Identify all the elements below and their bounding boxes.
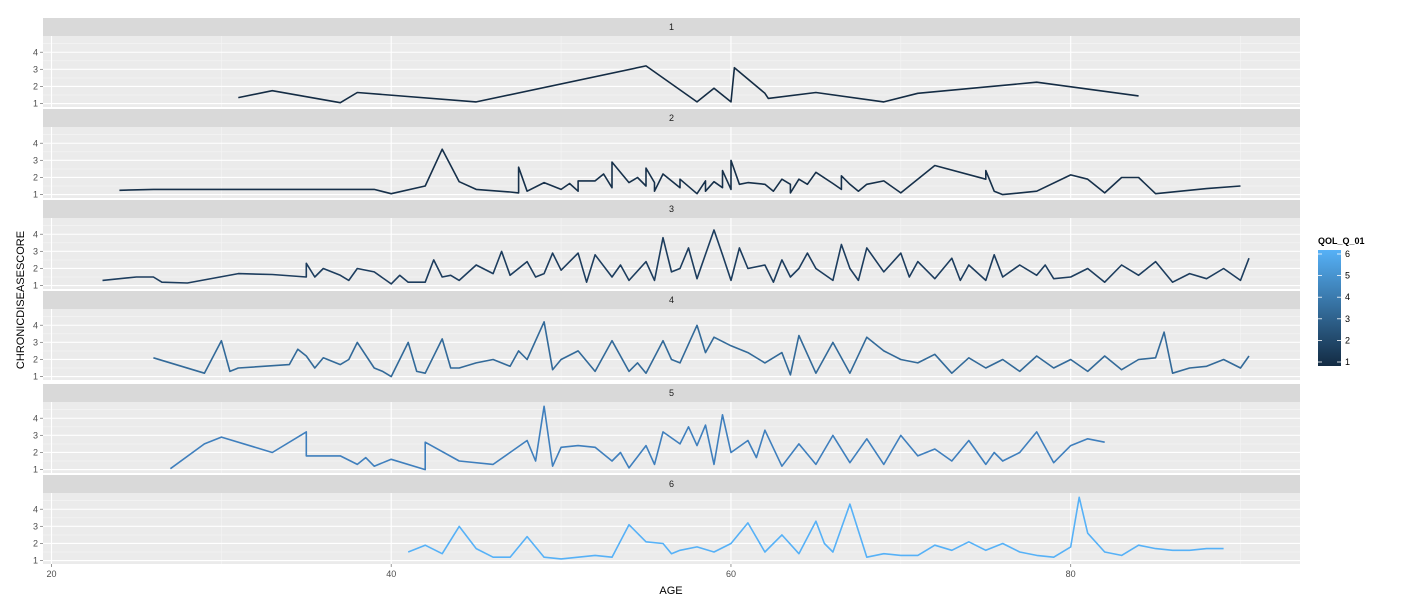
y-tick-label: 3 — [33, 337, 38, 347]
y-tick-label: 4 — [33, 229, 38, 239]
facet-panel-6: 6 1 2 3 4 — [33, 475, 1300, 566]
y-tick-label: 3 — [33, 155, 38, 165]
x-axis: 20 40 60 80 — [46, 564, 1076, 579]
y-tick-label: 1 — [33, 281, 38, 291]
facet-strip — [43, 18, 1300, 36]
legend: QOL_Q_01 1 2 3 4 5 6 — [1318, 236, 1365, 367]
x-tick-label: 80 — [1066, 569, 1076, 579]
legend-label: 2 — [1345, 335, 1350, 345]
y-tick-label: 3 — [33, 430, 38, 440]
facet-strip-label: 5 — [669, 388, 674, 398]
y-tick-label: 4 — [33, 413, 38, 423]
facet-panels: 1 1 2 3 4 2 1 2 3 4 3 1 2 3 4 4 1 2 3 4 5 1 2 3 4 6 1 2 3 4 — [33, 18, 1300, 566]
y-tick-label: 1 — [33, 99, 38, 109]
facet-strip — [43, 384, 1300, 402]
y-tick-label: 3 — [33, 64, 38, 74]
legend-label: 3 — [1345, 314, 1350, 324]
y-tick-label: 3 — [33, 246, 38, 256]
y-axis-title: CHRONICDISEASESCORE — [15, 231, 27, 369]
legend-label: 1 — [1345, 357, 1350, 367]
facet-strip — [43, 475, 1300, 493]
y-tick-label: 2 — [33, 538, 38, 548]
panel-background — [43, 36, 1300, 107]
y-tick-label: 3 — [33, 521, 38, 531]
facet-panel-3: 3 1 2 3 4 — [33, 200, 1300, 291]
y-tick-label: 2 — [33, 81, 38, 91]
series-line-2 — [119, 148, 1241, 196]
facet-strip-label: 4 — [669, 295, 674, 305]
y-tick-label: 4 — [33, 504, 38, 514]
y-tick-label: 2 — [33, 263, 38, 273]
legend-title: QOL_Q_01 — [1318, 236, 1365, 246]
legend-label: 4 — [1345, 292, 1350, 302]
y-tick-label: 4 — [33, 47, 38, 57]
colorbar — [1318, 250, 1341, 366]
facet-strip — [43, 109, 1300, 127]
series-line-3 — [102, 229, 1250, 285]
y-tick-label: 4 — [33, 138, 38, 148]
series-line-4 — [153, 320, 1250, 378]
facet-panel-2: 2 1 2 3 4 — [33, 109, 1300, 200]
y-tick-label: 2 — [33, 172, 38, 182]
y-tick-label: 1 — [33, 556, 38, 566]
facet-strip — [43, 291, 1300, 309]
x-tick-label: 40 — [386, 569, 396, 579]
facet-panel-4: 4 1 2 3 4 — [33, 291, 1300, 382]
x-tick-label: 20 — [46, 569, 56, 579]
facet-panel-1: 1 1 2 3 4 — [33, 18, 1300, 109]
series-line-6 — [407, 496, 1224, 560]
y-tick-label: 2 — [33, 447, 38, 457]
facet-strip-label: 6 — [669, 479, 674, 489]
facet-strip-label: 3 — [669, 204, 674, 214]
legend-label: 6 — [1345, 249, 1350, 259]
y-tick-label: 4 — [33, 320, 38, 330]
panel-background — [43, 218, 1300, 289]
facet-panel-5: 5 1 2 3 4 — [33, 384, 1300, 475]
series-line-1 — [238, 65, 1139, 104]
facet-strip-label: 2 — [669, 113, 674, 123]
panel-background — [43, 309, 1300, 380]
x-axis-title: AGE — [659, 585, 682, 597]
series-line-5 — [169, 405, 1105, 471]
x-tick-label: 60 — [726, 569, 736, 579]
facet-strip-label: 1 — [669, 22, 674, 32]
facet-strip — [43, 200, 1300, 218]
legend-label: 5 — [1345, 271, 1350, 281]
y-tick-label: 1 — [33, 190, 38, 200]
y-tick-label: 2 — [33, 354, 38, 364]
y-tick-label: 1 — [33, 465, 38, 475]
y-tick-label: 1 — [33, 372, 38, 382]
